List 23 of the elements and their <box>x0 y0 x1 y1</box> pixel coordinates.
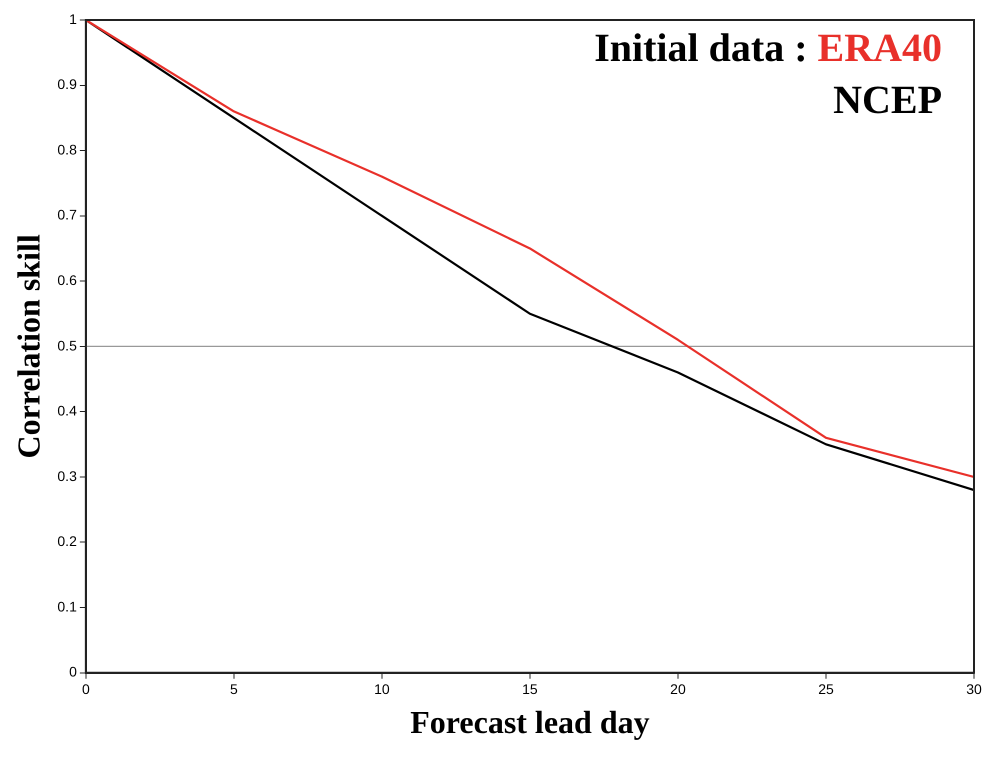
x-tick-label: 20 <box>670 681 686 698</box>
x-tick-label: 5 <box>230 681 238 698</box>
y-tick-label: 0.8 <box>57 141 78 158</box>
y-tick-label: 0.6 <box>57 272 78 288</box>
y-tick-label: 0.4 <box>57 402 78 419</box>
x-tick-label: 15 <box>522 681 538 698</box>
y-tick-label: 0.2 <box>57 533 78 550</box>
x-tick-label: 30 <box>966 681 982 698</box>
y-tick-label: 1 <box>69 10 78 27</box>
legend-title: Initial data : <box>594 25 809 70</box>
y-tick-label: 0 <box>69 664 78 680</box>
text: ERA40 <box>818 25 942 70</box>
y-tick-label: 0.5 <box>57 337 78 354</box>
x-tick-label: 0 <box>82 681 90 698</box>
x-tick-label: 25 <box>818 681 834 698</box>
y-tick-label: 0.1 <box>57 598 78 614</box>
x-tick-label: 10 <box>374 681 390 698</box>
y-tick-label: 0.3 <box>57 468 78 484</box>
x-axis-title: Forecast lead day <box>410 704 650 740</box>
y-axis-title: Correlation skill <box>10 234 46 459</box>
y-tick-label: 0.7 <box>57 206 78 223</box>
text: NCEP <box>833 77 942 122</box>
y-tick-label: 0.9 <box>57 76 78 92</box>
